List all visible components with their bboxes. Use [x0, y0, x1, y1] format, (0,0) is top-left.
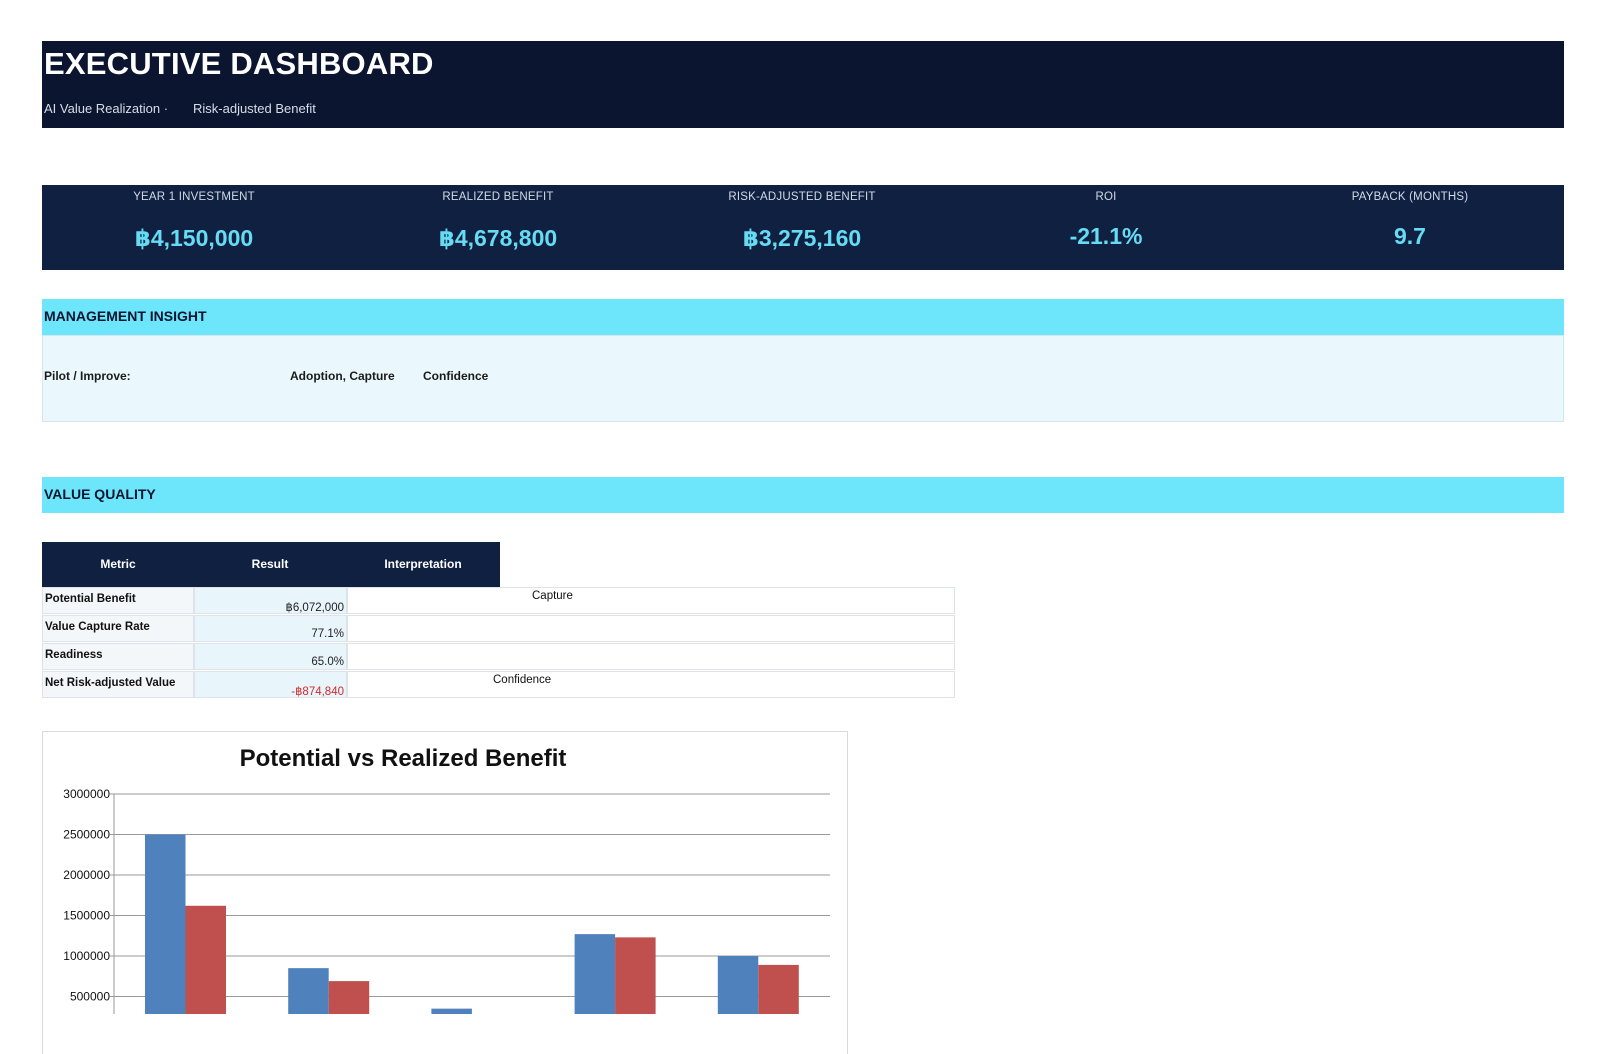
- y-tick-label: 2500000: [63, 828, 110, 842]
- bar-series-2-category-1: [185, 905, 226, 1014]
- insight-confidence: Confidence: [423, 369, 489, 383]
- value-quality-table-header: Metric Result Interpretation: [42, 542, 500, 587]
- bar-series-2-category-5: [758, 964, 799, 1014]
- bar-series-2-category-4: [615, 937, 656, 1014]
- interpretation-text: Capture: [532, 590, 573, 602]
- result-cell: -฿874,840: [194, 671, 347, 698]
- table-row: Value Capture Rate 77.1%: [42, 615, 955, 643]
- metric-cell: Readiness: [42, 643, 194, 670]
- section-title: VALUE QUALITY: [44, 486, 156, 502]
- insight-focus: Adoption, Capture: [290, 369, 395, 383]
- bar-series-1-category-1: [145, 834, 186, 1014]
- kpi-label: YEAR 1 INVESTMENT: [133, 191, 255, 203]
- kpi-value: ฿4,150,000: [134, 225, 254, 251]
- dashboard-header: EXECUTIVE DASHBOARD AI Value Realization…: [42, 41, 1564, 128]
- kpi-roi: ROI -21.1%: [954, 185, 1258, 270]
- metric-cell: Net Risk-adjusted Value: [42, 671, 194, 698]
- kpi-payback-months: PAYBACK (MONTHS) 9.7: [1258, 185, 1562, 270]
- interpretation-cell: [347, 643, 955, 670]
- insight-label: Pilot / Improve:: [44, 369, 131, 383]
- column-header-interpretation: Interpretation: [384, 557, 462, 571]
- column-header-metric: Metric: [100, 557, 136, 571]
- y-tick-label: 1000000: [63, 949, 110, 963]
- management-insight-panel: Pilot / Improve: Adoption, Capture Confi…: [42, 335, 1564, 422]
- kpi-realized-benefit: REALIZED BENEFIT ฿4,678,800: [346, 185, 650, 270]
- kpi-label: PAYBACK (MONTHS): [1351, 191, 1469, 203]
- bar-series-1-category-2: [288, 968, 329, 1014]
- y-tick-label: 1500000: [63, 909, 110, 923]
- page-title: EXECUTIVE DASHBOARD: [44, 46, 434, 81]
- interpretation-cell: [347, 615, 955, 642]
- result-cell: 77.1%: [194, 615, 347, 642]
- interpretation-cell: Capture: [347, 587, 955, 614]
- kpi-value: 9.7: [1394, 223, 1426, 249]
- kpi-label: RISK-ADJUSTED BENEFIT: [728, 191, 876, 203]
- header-subtitle-left: AI Value Realization ·: [44, 101, 169, 116]
- section-title: MANAGEMENT INSIGHT: [44, 308, 207, 324]
- kpi-value: ฿3,275,160: [742, 225, 862, 251]
- header-subtitle-right: Risk-adjusted Benefit: [193, 101, 316, 116]
- bar-series-2-category-2: [328, 981, 370, 1014]
- bar-series-1-category-5: [717, 956, 759, 1014]
- metric-cell: Potential Benefit: [42, 587, 194, 614]
- kpi-value: -21.1%: [1069, 223, 1143, 249]
- chart-title: Potential vs Realized Benefit: [239, 745, 567, 772]
- y-tick-label: 2000000: [63, 868, 110, 882]
- kpi-year1-investment: YEAR 1 INVESTMENT ฿4,150,000: [42, 185, 346, 270]
- kpi-label: ROI: [1095, 191, 1117, 203]
- value-quality-bar: VALUE QUALITY: [42, 477, 1564, 513]
- kpi-value: ฿4,678,800: [438, 225, 558, 251]
- result-cell: ฿6,072,000: [194, 587, 347, 614]
- kpi-risk-adjusted-benefit: RISK-ADJUSTED BENEFIT ฿3,275,160: [650, 185, 954, 270]
- interpretation-cell: Confidence: [347, 671, 955, 698]
- bar-series-1-category-3: [431, 1008, 472, 1014]
- table-row: Potential Benefit ฿6,072,000 Capture: [42, 587, 955, 615]
- metric-cell: Value Capture Rate: [42, 615, 194, 642]
- table-row: Readiness 65.0%: [42, 643, 955, 671]
- kpi-band: YEAR 1 INVESTMENT ฿4,150,000 REALIZED BE…: [42, 185, 1564, 270]
- column-header-result: Result: [251, 557, 289, 571]
- result-cell: 65.0%: [194, 643, 347, 670]
- table-row: Net Risk-adjusted Value -฿874,840 Confid…: [42, 671, 955, 699]
- y-tick-label: 3000000: [63, 787, 110, 801]
- kpi-label: REALIZED BENEFIT: [442, 191, 554, 203]
- interpretation-text: Confidence: [493, 674, 552, 686]
- management-insight-bar: MANAGEMENT INSIGHT: [42, 299, 1564, 335]
- bar-series-1-category-4: [574, 934, 616, 1014]
- y-tick-label: 500000: [70, 990, 110, 1004]
